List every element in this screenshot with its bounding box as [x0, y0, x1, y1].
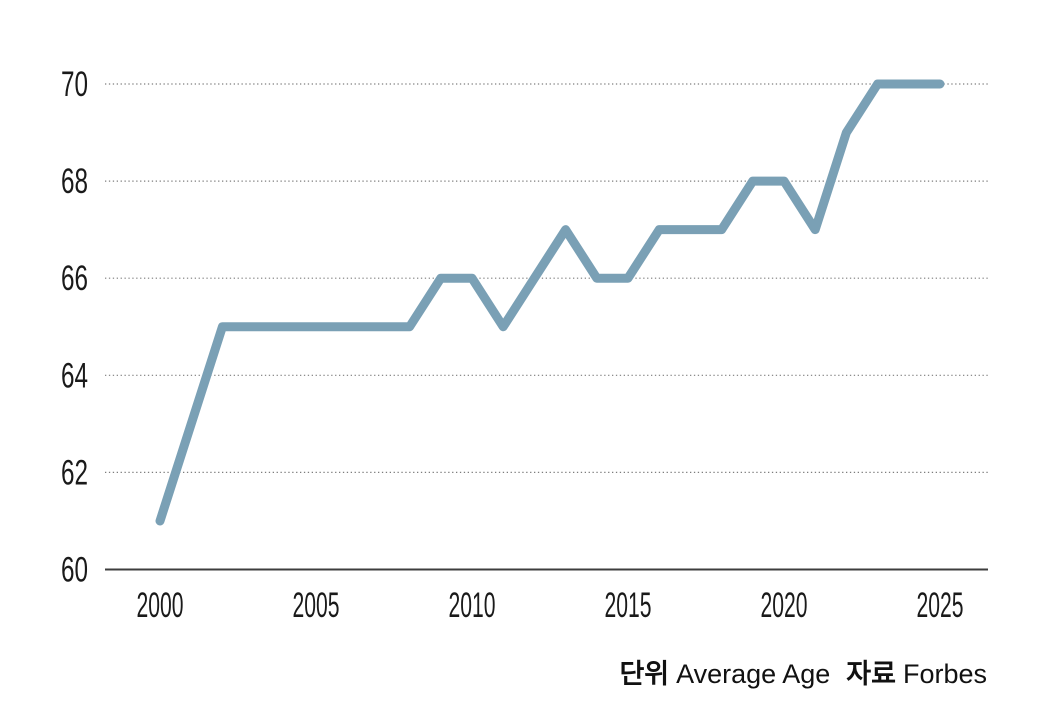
- x-tick-label: 2025: [917, 586, 964, 625]
- y-tick-label: 68: [61, 162, 88, 201]
- data-series-line: [155, 79, 945, 526]
- x-tick-label: 2000: [137, 586, 184, 625]
- caption-source-value: Forbes: [902, 659, 987, 689]
- x-tick-label: 2020: [761, 586, 808, 625]
- y-tick-label: 62: [61, 453, 88, 492]
- caption-unit-value: Average Age: [676, 659, 831, 689]
- x-tick-label: 2005: [293, 586, 340, 625]
- y-tick-label: 66: [61, 259, 88, 298]
- y-tick-label: 70: [61, 65, 88, 104]
- y-tick-label: 60: [61, 551, 88, 590]
- x-tick-label: 2010: [449, 586, 496, 625]
- caption-unit-label: 단위: [619, 659, 670, 689]
- y-tick-label: 64: [61, 356, 88, 395]
- caption-source-label: 자료: [846, 659, 896, 689]
- x-tick-label: 2015: [605, 586, 652, 625]
- chart-caption: 단위 Average Age 자료 Forbes: [619, 660, 987, 688]
